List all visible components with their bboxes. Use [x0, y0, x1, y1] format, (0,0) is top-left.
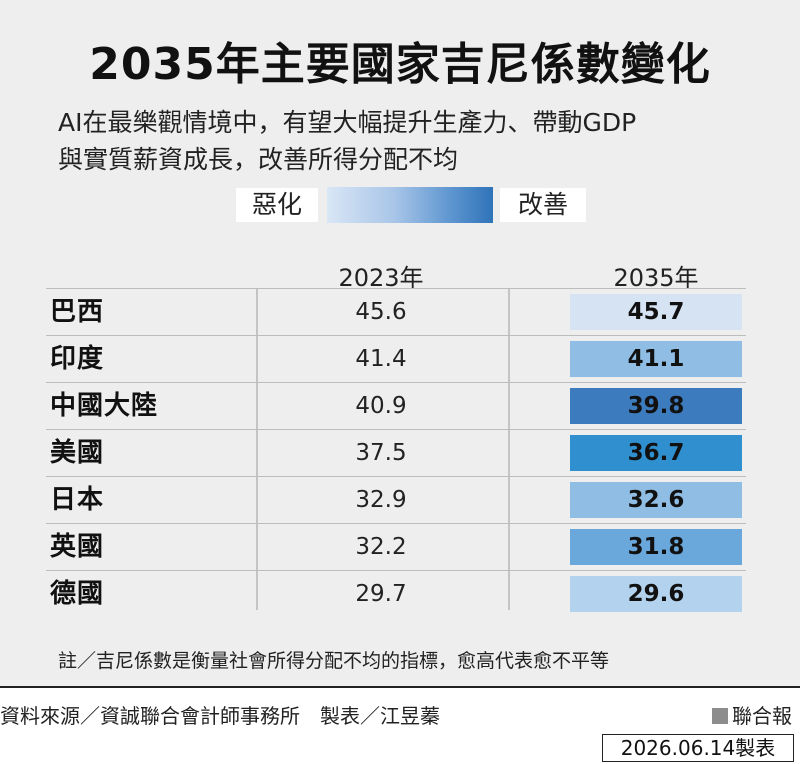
value-2023: 40.9 [355, 393, 407, 419]
country-label: 巴西 [50, 297, 105, 327]
column-header-2035: 2035年 [613, 264, 699, 292]
footer-divider [0, 686, 800, 688]
column-divider-2 [508, 288, 510, 610]
country-label: 美國 [50, 438, 105, 468]
value-2035: 32.6 [570, 482, 742, 518]
subtitle-line-1: AI在最樂觀情境中，有望大幅提升生產力、帶動GDP [58, 108, 637, 137]
country-label: 印度 [50, 344, 105, 374]
column-header-2023: 2023年 [338, 264, 424, 292]
legend-worse-label: 惡化 [236, 188, 318, 222]
date-stamp: 2026.06.14製表 [602, 734, 794, 762]
country-label: 德國 [50, 579, 105, 609]
value-2023: 45.6 [355, 299, 407, 325]
brand-square-icon [712, 708, 728, 724]
table-row: 巴西 45.6 45.7 [46, 288, 746, 336]
value-2023: 37.5 [355, 440, 407, 466]
brand-name: 聯合報 [732, 704, 792, 728]
table-row: 德國 29.7 29.6 [46, 571, 746, 617]
legend-gradient-bar [327, 187, 493, 223]
country-label: 中國大陸 [50, 391, 159, 421]
table-row: 日本 32.9 32.6 [46, 477, 746, 524]
value-2023: 32.9 [355, 487, 407, 513]
value-2023: 41.4 [355, 346, 407, 372]
value-2023: 29.7 [355, 581, 407, 607]
table-row: 中國大陸 40.9 39.8 [46, 383, 746, 430]
column-divider-1 [256, 288, 258, 610]
country-label: 英國 [50, 532, 105, 562]
footnote: 註／吉尼係數是衡量社會所得分配不均的指標，愈高代表愈不平等 [58, 650, 610, 672]
value-2035: 36.7 [570, 435, 742, 471]
value-2023: 32.2 [355, 534, 407, 560]
value-2035: 39.8 [570, 388, 742, 424]
table-row: 美國 37.5 36.7 [46, 430, 746, 477]
value-2035: 41.1 [570, 341, 742, 377]
value-2035: 29.6 [570, 576, 742, 612]
gini-table: 巴西 45.6 45.7 印度 41.4 41.1 中國大陸 40.9 39.8 美國 37.5 36… [46, 288, 746, 617]
table-row: 印度 41.4 41.1 [46, 336, 746, 383]
country-label: 日本 [50, 485, 105, 515]
subtitle-line-2: 與實質薪資成長，改善所得分配不均 [58, 145, 459, 174]
brand: 聯合報 [712, 700, 792, 729]
source-credit: 資料來源／資誠聯合會計師事務所 製表／江昱蓁 [0, 704, 440, 728]
table-row: 英國 32.2 31.8 [46, 524, 746, 571]
chart-title: 2035年主要國家吉尼係數變化 [89, 39, 711, 90]
value-2035: 45.7 [570, 294, 742, 330]
legend-better-label: 改善 [500, 188, 586, 222]
value-2035: 31.8 [570, 529, 742, 565]
subtitle: AI在最樂觀情境中，有望大幅提升生產力、帶動GDP 與實質薪資成長，改善所得分配… [58, 104, 758, 178]
